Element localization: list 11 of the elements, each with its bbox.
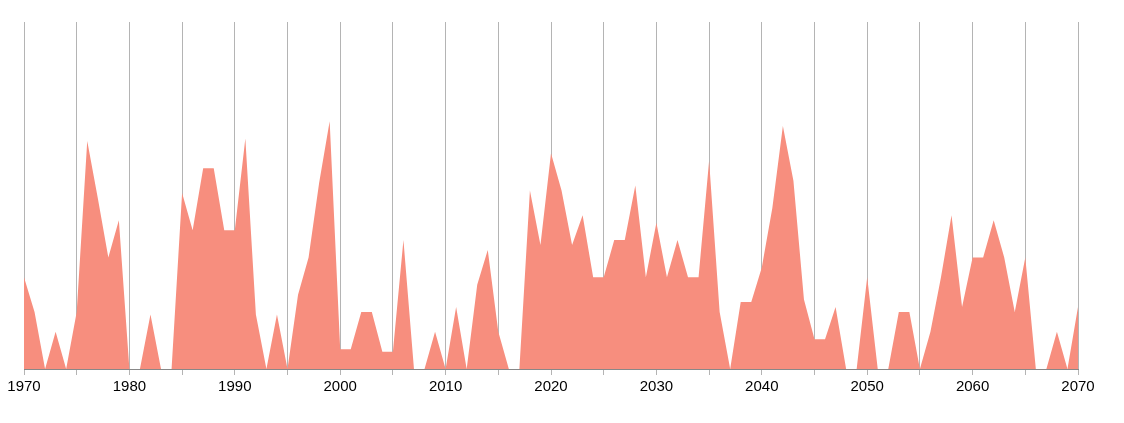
x-tick-label: 2070 <box>1061 377 1095 395</box>
x-tick-label: 1970 <box>7 377 41 395</box>
x-tick-label: 2040 <box>745 377 779 395</box>
x-tick-label: 2030 <box>639 377 674 395</box>
x-tick-label: 1980 <box>112 377 147 395</box>
x-tick-label: 2000 <box>323 377 357 395</box>
x-tick-label: 2050 <box>850 377 884 395</box>
x-tick-label: 2010 <box>428 377 463 395</box>
x-tick-label: 2020 <box>534 377 568 395</box>
x-tick-label: 2060 <box>955 377 990 395</box>
x-tick-label: 1990 <box>218 377 252 395</box>
